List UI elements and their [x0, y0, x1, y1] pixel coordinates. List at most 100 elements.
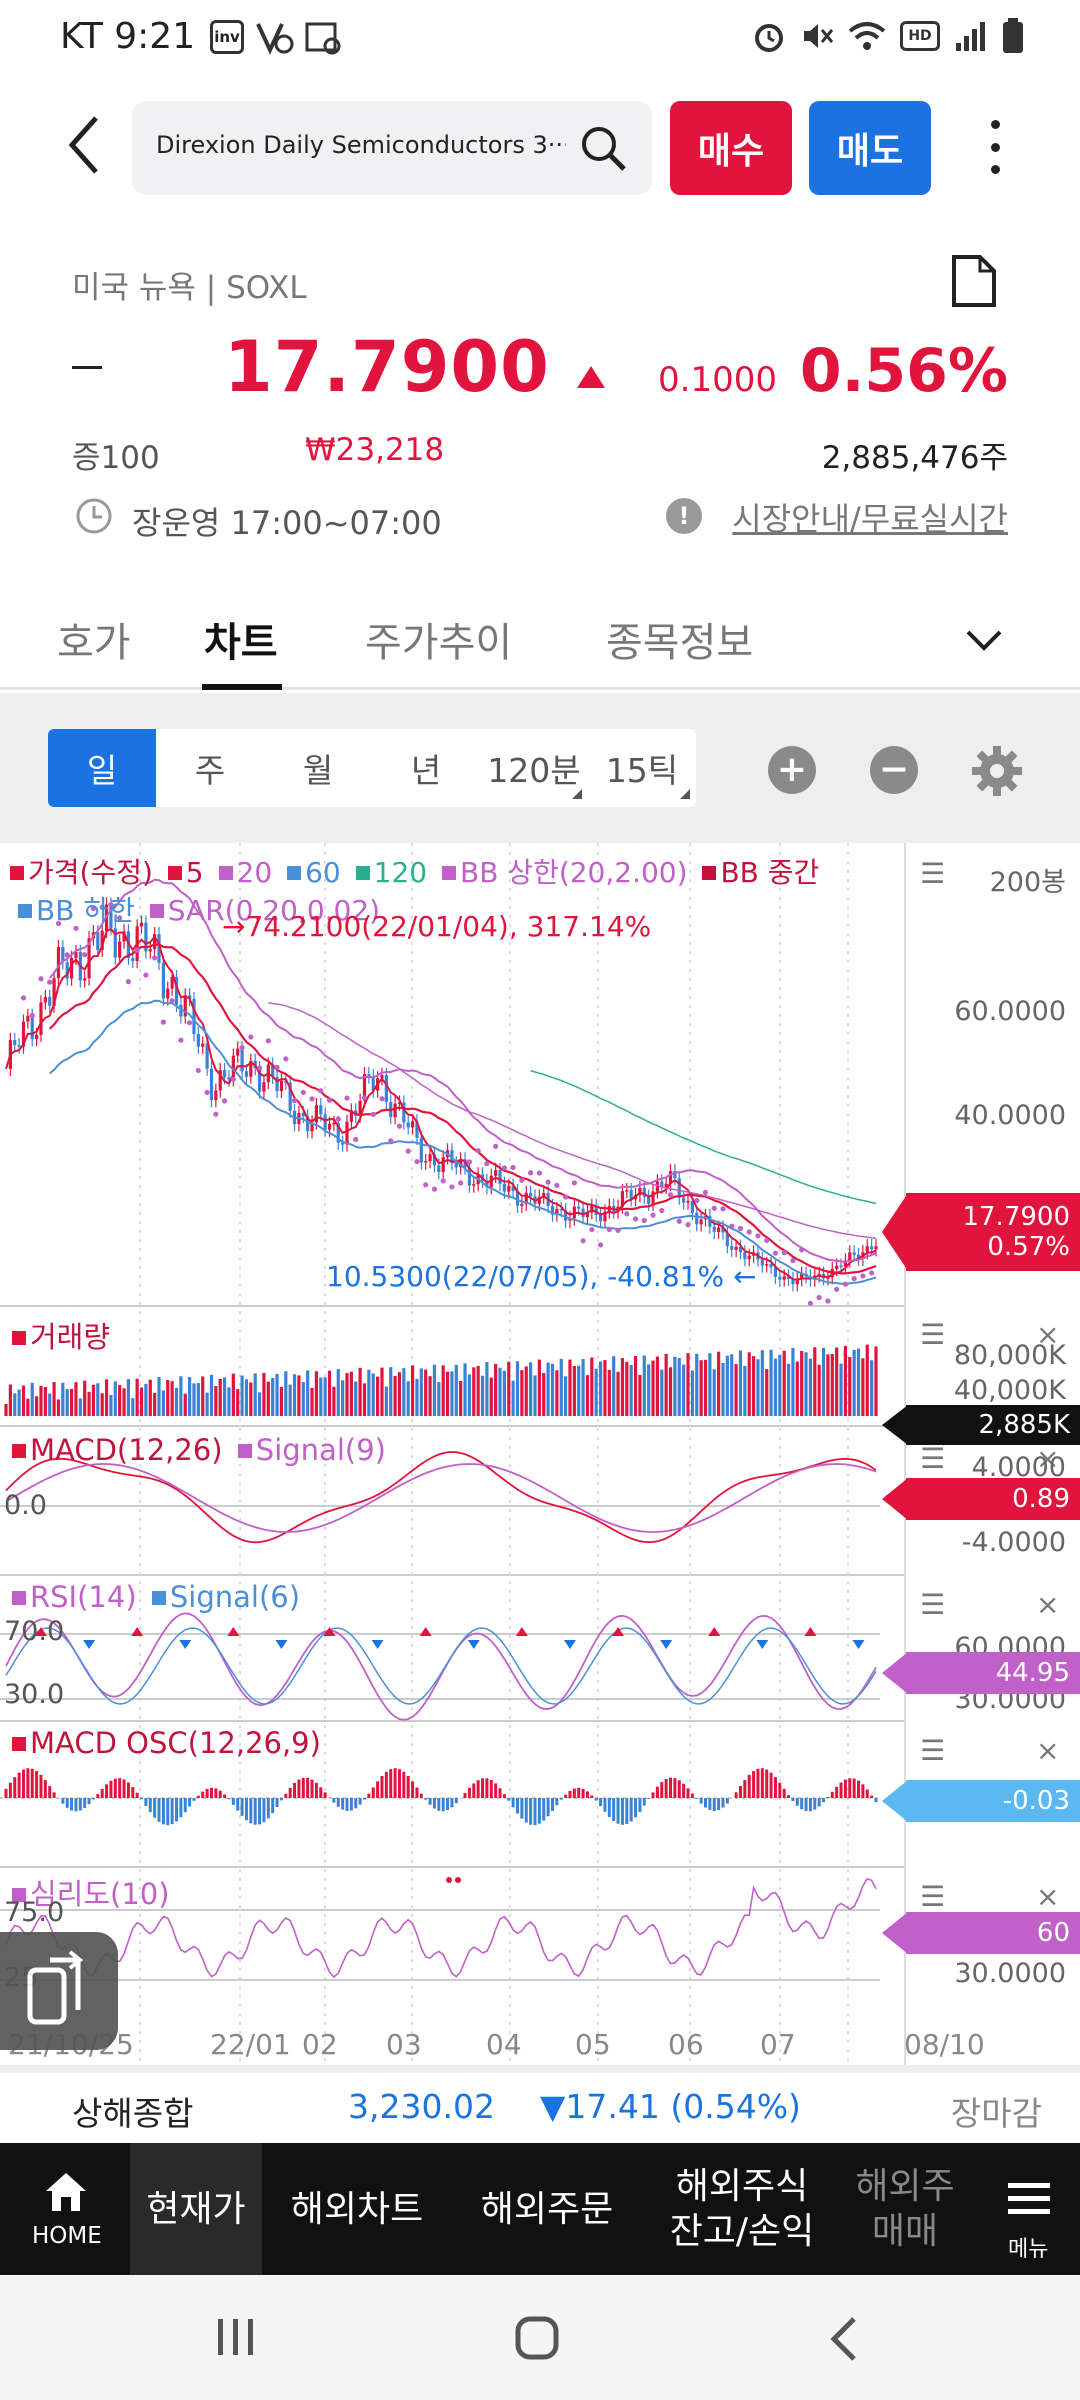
volume-bar — [262, 1372, 266, 1416]
volume-bar — [651, 1360, 655, 1416]
nav-current-price[interactable]: 현재가 — [130, 2143, 262, 2275]
osc-bar — [629, 1798, 633, 1822]
volume-bar — [336, 1369, 340, 1416]
osc-bar — [446, 1798, 450, 1811]
volume-bar — [275, 1373, 279, 1416]
sar-dot — [825, 1298, 831, 1304]
sar-dot — [597, 1242, 604, 1248]
osc-bar — [8, 1782, 12, 1798]
sell-button[interactable]: 매도 — [809, 101, 931, 195]
home-icon — [46, 2173, 86, 2211]
sar-dot — [423, 1182, 429, 1188]
candle — [380, 1075, 384, 1079]
osc-bar — [30, 1768, 34, 1798]
search-icon — [582, 127, 626, 171]
stock-search-field[interactable]: Direxion Daily Semiconductors 3··· — [132, 101, 652, 195]
volume-bar — [345, 1373, 349, 1416]
period-120min[interactable]: 120분 — [480, 729, 588, 807]
period-month[interactable]: 월 — [302, 751, 334, 790]
osc-bar — [743, 1780, 747, 1798]
volume-bar — [830, 1354, 834, 1416]
osc-bar — [349, 1798, 353, 1811]
zoom-out-button[interactable]: − — [870, 746, 918, 794]
back-button[interactable] — [60, 110, 110, 180]
copy-window-button[interactable] — [0, 1932, 118, 2050]
osc-pane-close-icon[interactable]: × — [1036, 1734, 1060, 1767]
nav-overseas-chart[interactable]: 해외차트 — [290, 2188, 424, 2230]
volume-bar — [244, 1379, 249, 1416]
volume-bar — [664, 1353, 668, 1416]
sar-dot — [248, 1034, 254, 1040]
sar-dot — [842, 1281, 848, 1287]
candle — [454, 1163, 458, 1168]
candle — [441, 1157, 445, 1172]
nav-overseas-balance[interactable]: 해외주식 잔고/손익 — [669, 2166, 815, 2252]
volume-bar — [371, 1373, 375, 1416]
buy-signal-arrow — [708, 1627, 721, 1636]
osc-pane-menu-icon[interactable]: ☰ — [920, 1734, 946, 1767]
period-day[interactable]: 일 — [48, 729, 156, 807]
volume-bar — [786, 1363, 791, 1416]
volume-pane-close-icon[interactable]: × — [1036, 1318, 1060, 1351]
candle — [410, 1121, 415, 1128]
volume-pane-menu-icon[interactable]: ☰ — [920, 1318, 946, 1351]
tab-orderbook[interactable]: 호가 — [57, 620, 131, 666]
osc-bar — [485, 1778, 489, 1798]
price-pane-menu-icon[interactable]: ☰ — [920, 857, 946, 890]
chevron-down-icon[interactable] — [964, 626, 1004, 656]
period-week[interactable]: 주 — [194, 751, 226, 790]
candle — [778, 1276, 782, 1280]
psy-pane-menu-icon[interactable]: ☰ — [920, 1880, 946, 1913]
psy-pane-close-icon[interactable]: × — [1036, 1880, 1060, 1913]
buy-signal-arrow — [515, 1627, 528, 1636]
more-options-button[interactable] — [980, 112, 1010, 182]
osc-bar — [817, 1798, 821, 1807]
osc-bar — [760, 1768, 764, 1798]
volume-bar — [804, 1352, 808, 1416]
tab-stock-info[interactable]: 종목정보 — [606, 620, 754, 666]
volume-bar — [507, 1361, 511, 1416]
zoom-in-button[interactable]: + — [768, 746, 816, 794]
candle — [319, 1105, 323, 1115]
psy-tag-pointer — [882, 1912, 908, 1954]
document-icon[interactable] — [950, 255, 998, 307]
candle — [734, 1246, 738, 1250]
recent-apps-icon[interactable] — [214, 2315, 258, 2359]
nav-overseas-order[interactable]: 해외주문 — [480, 2188, 614, 2230]
period-year[interactable]: 년 — [410, 751, 442, 790]
osc-bar — [804, 1798, 808, 1812]
candle — [817, 1273, 821, 1276]
candle — [61, 947, 65, 963]
mute-icon — [804, 24, 834, 48]
macd-pane-menu-icon[interactable]: ☰ — [920, 1442, 946, 1475]
rsi-pane-close-icon[interactable]: × — [1036, 1588, 1060, 1621]
market-info-link[interactable]: 시장안내/무료실시간 — [732, 500, 1008, 538]
osc-bar — [432, 1798, 436, 1809]
index-ticker[interactable]: 상해종합 3,230.02 ▼17.41 (0.54%) 장마감 — [0, 2073, 1080, 2143]
sar-dot — [309, 1096, 315, 1102]
x-axis-label: 05 — [575, 2028, 611, 2061]
volume-bar — [655, 1356, 660, 1416]
nav-overseas-trading[interactable]: 해외주 매매 — [855, 2166, 955, 2252]
volume-bar — [559, 1358, 563, 1416]
candle — [747, 1255, 751, 1260]
candle — [284, 1080, 288, 1083]
menu-button[interactable]: 메뉴 — [978, 2143, 1080, 2275]
gear-icon[interactable] — [970, 744, 1024, 798]
tab-chart[interactable]: 차트 — [204, 620, 278, 666]
volume-bar — [13, 1393, 17, 1416]
chart-plot[interactable] — [0, 843, 904, 2065]
candle — [577, 1206, 581, 1209]
home-circle-icon[interactable] — [514, 2315, 562, 2363]
candle — [144, 922, 148, 952]
home-button[interactable]: HOME — [0, 2143, 130, 2275]
back-nav-icon[interactable] — [824, 2315, 864, 2363]
macd-pane-close-icon[interactable]: × — [1036, 1442, 1060, 1475]
buy-button[interactable]: 매수 — [670, 101, 792, 195]
x-axis-label: 02 — [302, 2028, 338, 2061]
stock-chart-svg[interactable] — [0, 843, 904, 2065]
period-15tick[interactable]: 15틱 — [588, 729, 696, 807]
rsi-pane-menu-icon[interactable]: ☰ — [920, 1588, 946, 1621]
tab-price-trend[interactable]: 주가추이 — [365, 620, 513, 666]
sar-dot — [772, 1250, 779, 1256]
